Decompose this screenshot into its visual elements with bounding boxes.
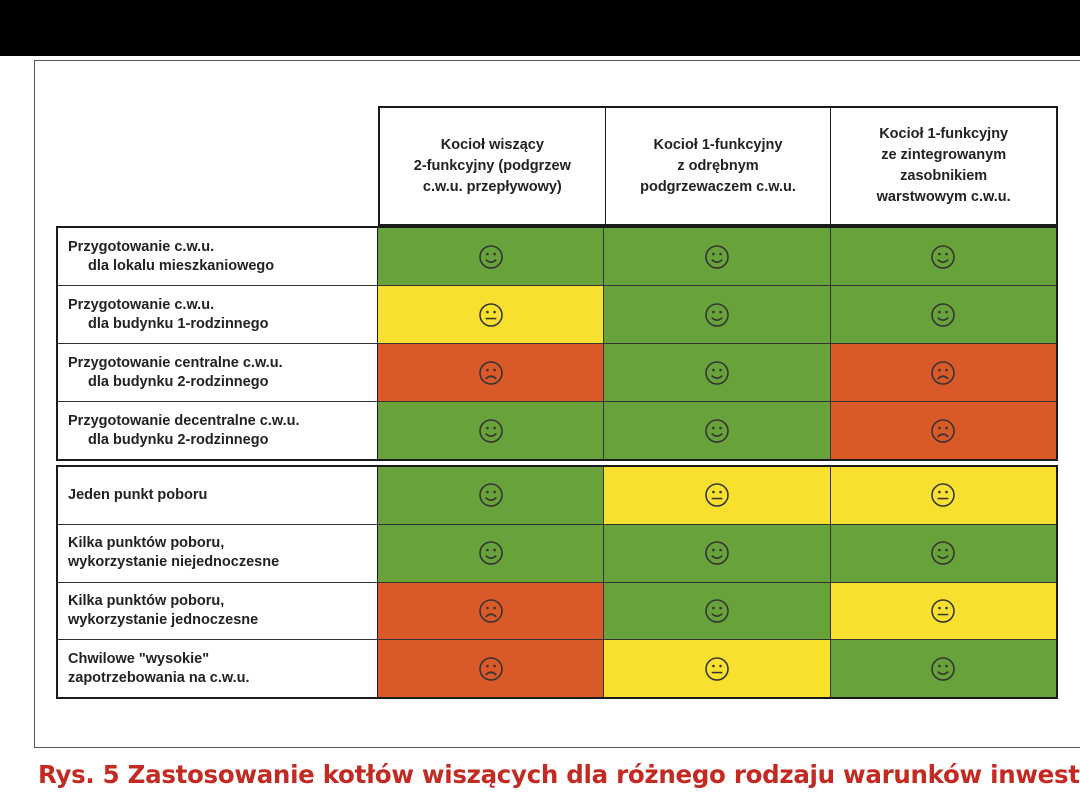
rating-cell-neutral [604, 640, 831, 697]
figure-frame [34, 60, 1080, 748]
smiley-happy-icon [930, 244, 956, 270]
smiley-neutral-icon [704, 656, 730, 682]
rating-cell-good [604, 344, 831, 401]
smiley-sad-icon [930, 418, 956, 444]
row-label-line1: Przygotowanie decentralne c.w.u. [68, 412, 300, 429]
row-label-line1: Kilka punktów poboru, [68, 535, 225, 552]
header-wall-boiler-2-function: Kocioł wiszący 2-funkcyjny (podgrzew c.w… [380, 108, 606, 224]
row-label-line2: dla budynku 1-rodzinnego [88, 315, 269, 332]
row-label-line2: dla lokalu mieszkaniowego [88, 257, 275, 274]
rating-cell-good [604, 524, 831, 582]
rating-cell-bad [830, 344, 1056, 401]
row-label-line1: Przygotowanie centralne c.w.u. [68, 354, 283, 371]
rating-cell-good [378, 524, 605, 582]
row-label-line1: Kilka punktów poboru, [68, 592, 225, 609]
row-label: Przygotowanie centralne c.w.u. dla budynk… [58, 344, 378, 401]
table-row: Jeden punkt poboru [58, 467, 1056, 525]
smiley-happy-icon [478, 540, 504, 566]
row-label: Przygotowanie c.w.u. dla budynku 1-rodzin… [58, 286, 378, 343]
rating-cell-neutral [604, 467, 831, 524]
rating-cell-good [378, 228, 605, 285]
rating-cell-bad [378, 640, 605, 697]
rating-cell-neutral [378, 286, 605, 343]
row-label-line2: wykorzystanie niejednoczesne [68, 554, 280, 571]
rating-cell-good [378, 467, 605, 524]
figure-caption: Rys. 5 Zastosowanie kotłów wiszących dla… [38, 760, 1080, 789]
header-boiler-separate-heater: Kocioł 1-funkcyjny z odrębnym podgrzewac… [605, 108, 832, 224]
table-row: Przygotowanie centralne c.w.u. dla budynk… [58, 344, 1056, 402]
smiley-happy-icon [478, 244, 504, 270]
row-label: Kilka punktów poboru, wykorzystanie jedno… [58, 582, 378, 640]
smiley-happy-icon [930, 656, 956, 682]
smiley-happy-icon [704, 598, 730, 624]
smiley-sad-icon [478, 360, 504, 386]
smiley-happy-icon [704, 540, 730, 566]
rating-cell-good [830, 228, 1056, 285]
rating-cell-good [830, 640, 1056, 697]
smiley-happy-icon [704, 244, 730, 270]
header-boiler-integrated-storage: Kocioł 1-funkcyjny ze zintegrowanym zaso… [831, 108, 1057, 224]
rating-cell-good [830, 286, 1056, 343]
table-row: Przygotowanie c.w.u. dla lokalu mieszkani… [58, 228, 1056, 286]
rating-cell-good [604, 286, 831, 343]
smiley-happy-icon [704, 360, 730, 386]
rating-cell-good [604, 582, 831, 640]
row-label: Przygotowanie c.w.u. dla lokalu mieszkani… [58, 228, 378, 285]
row-label: Jeden punkt poboru [58, 467, 378, 524]
smiley-neutral-icon [930, 598, 956, 624]
row-label: Kilka punktów poboru, wykorzystanie nieje… [58, 524, 378, 582]
row-label-line1: Chwilowe "wysokie" [68, 650, 210, 667]
rating-cell-good [604, 402, 831, 459]
row-label: Przygotowanie decentralne c.w.u. dla budy… [58, 402, 378, 459]
table-group-draw-points: Jeden punkt poboru Kilka punktów poboru, w… [56, 465, 1058, 699]
smiley-happy-icon [930, 540, 956, 566]
smiley-sad-icon [930, 360, 956, 386]
rating-cell-good [604, 228, 831, 285]
row-label-line1: Przygotowanie c.w.u. [68, 238, 215, 255]
row-label-line2: dla budynku 2-rodzinnego [88, 431, 269, 448]
table-row: Przygotowanie decentralne c.w.u. dla budy… [58, 402, 1056, 459]
table-row: Kilka punktów poboru, wykorzystanie jedno… [58, 582, 1056, 641]
smiley-happy-icon [478, 418, 504, 444]
smiley-neutral-icon [478, 302, 504, 328]
smiley-sad-icon [478, 598, 504, 624]
table-row: Kilka punktów poboru, wykorzystanie nieje… [58, 524, 1056, 583]
rating-cell-neutral [830, 582, 1056, 640]
table-row: Przygotowanie c.w.u. dla budynku 1-rodzin… [58, 286, 1056, 344]
row-label-line1: Przygotowanie c.w.u. [68, 296, 215, 313]
smiley-sad-icon [478, 656, 504, 682]
table-row: Chwilowe "wysokie" zapotrzebowania na c.w… [58, 640, 1056, 697]
table-group-building-types: Przygotowanie c.w.u. dla lokalu mieszkani… [56, 226, 1058, 461]
rating-cell-neutral [830, 467, 1056, 524]
rating-cell-bad [378, 582, 605, 640]
smiley-happy-icon [704, 302, 730, 328]
smiley-happy-icon [478, 482, 504, 508]
row-label-line2: dla budynku 2-rodzinnego [88, 373, 269, 390]
rating-cell-good [378, 402, 605, 459]
row-label-line2: wykorzystanie jednoczesne [68, 611, 259, 628]
row-label-line2: zapotrzebowania na c.w.u. [68, 669, 250, 686]
smiley-neutral-icon [704, 482, 730, 508]
rating-cell-bad [378, 344, 605, 401]
smiley-happy-icon [930, 302, 956, 328]
row-label-line1: Jeden punkt poboru [68, 486, 208, 503]
rating-cell-bad [830, 402, 1056, 459]
column-headers: Kocioł wiszący 2-funkcyjny (podgrzew c.w… [378, 106, 1058, 226]
row-label: Chwilowe "wysokie" zapotrzebowania na c.w… [58, 640, 378, 697]
rating-cell-good [830, 524, 1056, 582]
smiley-happy-icon [704, 418, 730, 444]
smiley-neutral-icon [930, 482, 956, 508]
top-black-bar [0, 0, 1080, 56]
